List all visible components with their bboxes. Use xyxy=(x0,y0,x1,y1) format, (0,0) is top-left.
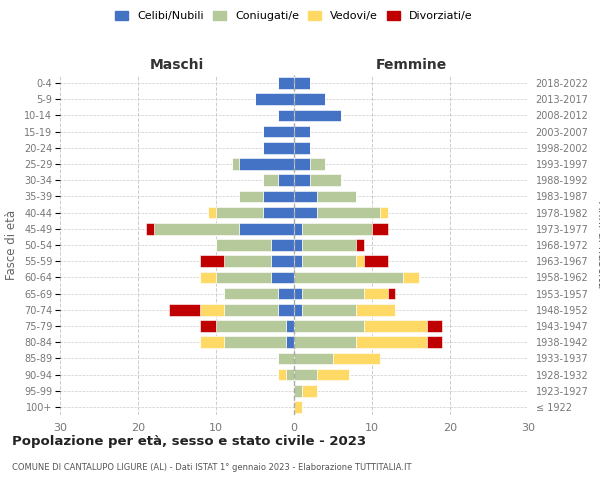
Bar xyxy=(310,158,325,170)
Bar xyxy=(278,78,294,89)
Bar xyxy=(294,256,302,267)
Bar xyxy=(224,336,286,348)
Bar xyxy=(294,142,310,154)
Bar xyxy=(263,190,294,202)
Bar xyxy=(380,207,388,218)
Bar xyxy=(239,158,294,170)
Bar xyxy=(278,304,294,316)
Bar xyxy=(294,368,317,380)
Bar xyxy=(278,288,294,300)
Bar xyxy=(356,239,364,251)
Bar xyxy=(286,368,294,380)
Bar xyxy=(200,320,216,332)
Bar xyxy=(255,94,294,105)
Bar xyxy=(364,288,388,300)
Bar xyxy=(294,352,333,364)
Bar xyxy=(286,336,294,348)
Bar xyxy=(294,78,310,89)
Bar xyxy=(294,304,302,316)
Bar xyxy=(302,288,364,300)
Bar xyxy=(364,256,388,267)
Bar xyxy=(294,174,310,186)
Bar xyxy=(200,256,224,267)
Bar xyxy=(427,320,442,332)
Text: Femmine: Femmine xyxy=(376,58,446,72)
Bar xyxy=(216,272,271,283)
Bar xyxy=(294,223,302,234)
Bar xyxy=(216,239,271,251)
Bar xyxy=(294,110,341,122)
Bar xyxy=(224,256,271,267)
Bar xyxy=(294,94,325,105)
Bar xyxy=(200,304,224,316)
Bar xyxy=(317,368,349,380)
Bar xyxy=(294,126,310,138)
Bar xyxy=(216,320,286,332)
Bar xyxy=(294,207,317,218)
Bar xyxy=(224,304,278,316)
Bar xyxy=(278,174,294,186)
Bar xyxy=(294,190,317,202)
Y-axis label: Anni di nascita: Anni di nascita xyxy=(595,202,600,288)
Legend: Celibi/Nubili, Coniugati/e, Vedovi/e, Divorziati/e: Celibi/Nubili, Coniugati/e, Vedovi/e, Di… xyxy=(115,10,473,21)
Bar xyxy=(271,256,294,267)
Bar xyxy=(239,223,294,234)
Bar xyxy=(271,239,294,251)
Bar xyxy=(224,288,278,300)
Bar xyxy=(372,223,388,234)
Bar xyxy=(302,385,317,396)
Bar xyxy=(286,320,294,332)
Bar xyxy=(317,190,356,202)
Bar xyxy=(356,304,395,316)
Bar xyxy=(294,336,356,348)
Bar xyxy=(294,385,302,396)
Text: Maschi: Maschi xyxy=(150,58,204,72)
Bar xyxy=(302,256,356,267)
Bar xyxy=(271,272,294,283)
Bar xyxy=(310,174,341,186)
Bar xyxy=(263,142,294,154)
Text: Popolazione per età, sesso e stato civile - 2023: Popolazione per età, sesso e stato civil… xyxy=(12,435,366,448)
Bar xyxy=(200,336,224,348)
Bar xyxy=(239,190,263,202)
Bar xyxy=(356,336,427,348)
Bar xyxy=(169,304,200,316)
Bar xyxy=(333,352,380,364)
Bar xyxy=(294,288,302,300)
Bar xyxy=(232,158,239,170)
Bar xyxy=(294,239,302,251)
Bar xyxy=(403,272,419,283)
Bar xyxy=(216,207,263,218)
Bar xyxy=(427,336,442,348)
Bar xyxy=(278,368,286,380)
Bar xyxy=(154,223,239,234)
Bar xyxy=(200,272,216,283)
Bar xyxy=(317,207,380,218)
Bar xyxy=(302,239,356,251)
Bar xyxy=(302,304,356,316)
Bar xyxy=(364,320,427,332)
Bar xyxy=(356,256,364,267)
Bar xyxy=(294,401,302,412)
Text: COMUNE DI CANTALUPO LIGURE (AL) - Dati ISTAT 1° gennaio 2023 - Elaborazione TUTT: COMUNE DI CANTALUPO LIGURE (AL) - Dati I… xyxy=(12,462,412,471)
Bar xyxy=(208,207,216,218)
Bar xyxy=(302,223,372,234)
Bar xyxy=(294,158,310,170)
Bar xyxy=(278,352,294,364)
Bar xyxy=(278,110,294,122)
Bar xyxy=(294,320,364,332)
Bar xyxy=(263,126,294,138)
Bar xyxy=(388,288,395,300)
Bar xyxy=(294,272,403,283)
Y-axis label: Fasce di età: Fasce di età xyxy=(5,210,19,280)
Bar xyxy=(146,223,154,234)
Bar xyxy=(263,207,294,218)
Bar xyxy=(263,174,278,186)
